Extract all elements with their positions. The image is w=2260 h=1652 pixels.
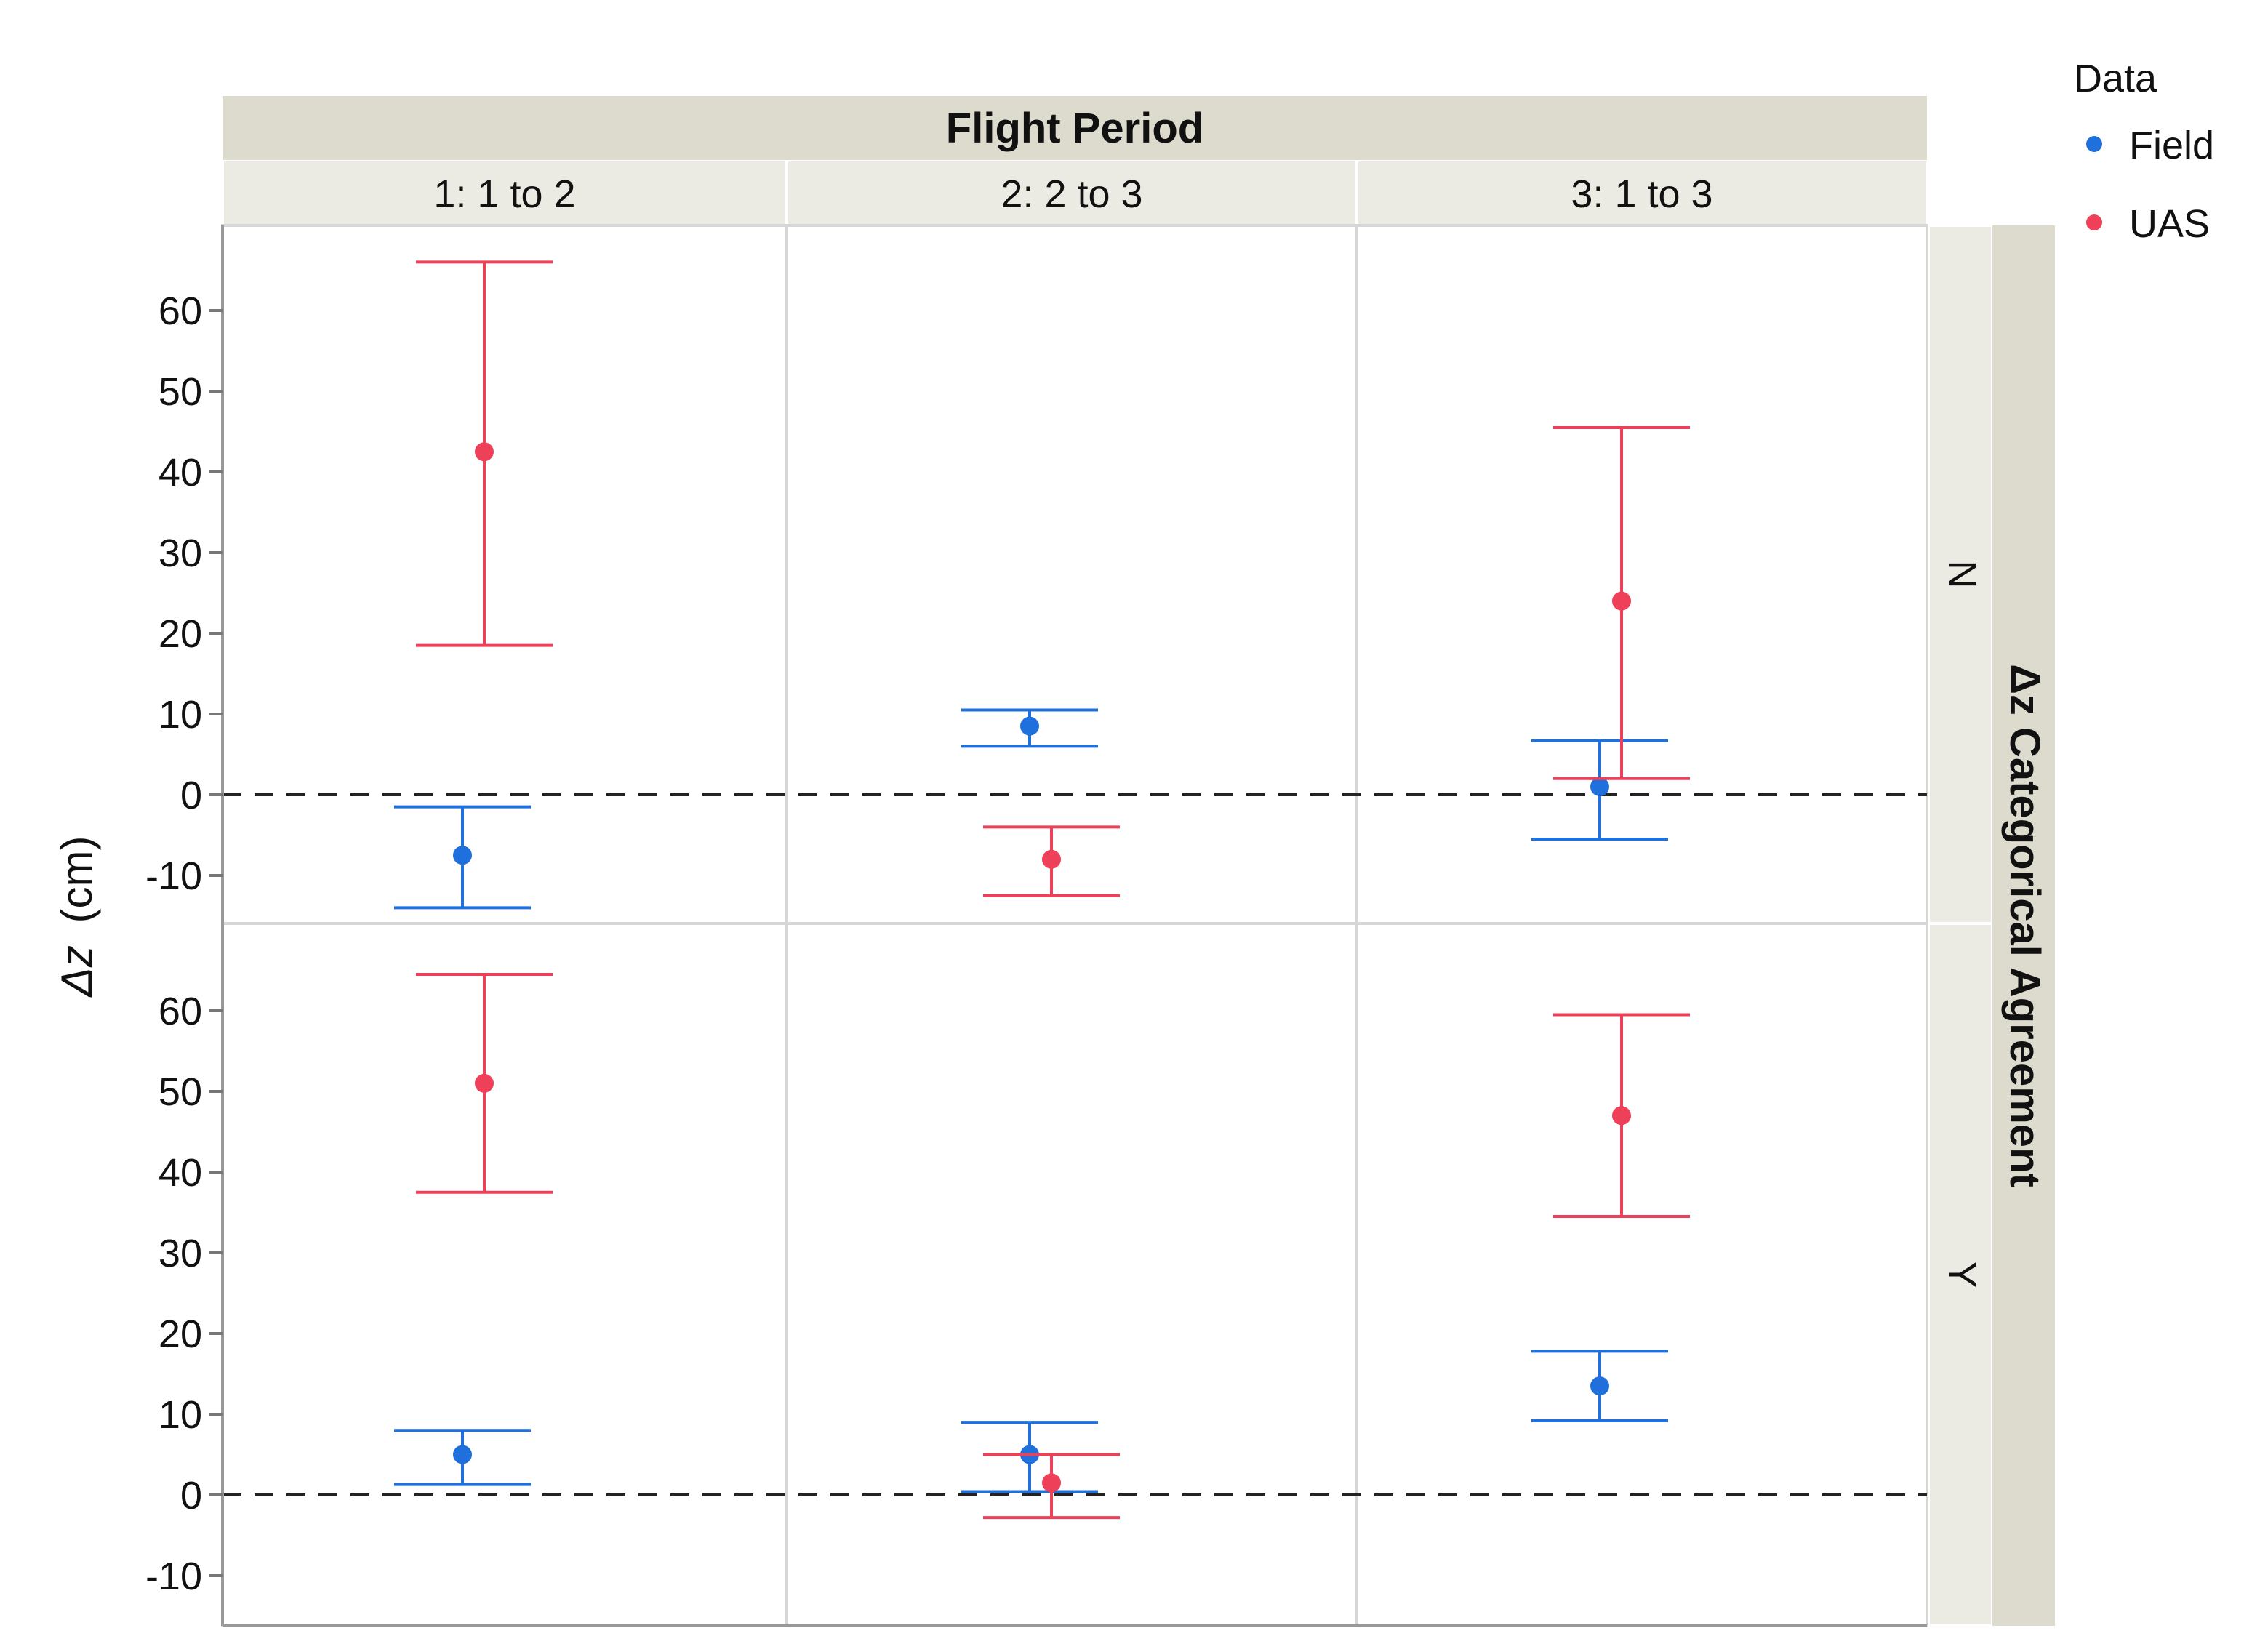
row-facet-strips: NY: [1930, 227, 1991, 1624]
data-point-field: [453, 1445, 472, 1464]
column-strip-label-3: 3: 1 to 3: [1571, 172, 1712, 216]
row-strip-Y: [1930, 925, 1991, 1624]
y-tick-label: 20: [159, 612, 202, 656]
data-point-uas: [1042, 849, 1061, 869]
error-bar-field-1: [394, 805, 531, 910]
panel-r1-c1: [221, 224, 788, 925]
panel-r2-c1: [221, 922, 788, 1627]
legend-label-field: Field: [2129, 124, 2214, 167]
y-tick-label: -10: [145, 854, 202, 898]
data-point-uas: [475, 1073, 494, 1093]
row-strip-label-Y: Y: [1940, 1262, 1984, 1288]
panel-r1-c2: [785, 224, 1358, 925]
y-axis-label: Δz (cm): [52, 836, 101, 998]
y-tick-label: 60: [159, 990, 202, 1033]
data-marks: [394, 260, 1690, 1520]
panel-r1-c3: [1355, 224, 1928, 925]
error-bar-field-2: [961, 708, 1098, 748]
legend-title: Data: [2074, 57, 2157, 100]
legend-swatch-field: [2086, 136, 2102, 152]
error-bar-field-5: [961, 1421, 1098, 1493]
data-point-uas: [475, 442, 494, 462]
row-strip-N: [1930, 227, 1991, 922]
y-tick-label: 10: [159, 1393, 202, 1437]
error-bar-field-6: [1531, 1350, 1668, 1422]
error-bar-uas-6: [1553, 1013, 1690, 1219]
row-facet-title-strip: [1992, 225, 2055, 1626]
facet-panels: [221, 224, 1928, 1627]
y-tick-label: 30: [159, 532, 202, 575]
y-axis: 60 50 40 30 20 10 0 -10 60 50 40 30 20 10 0 -10: [145, 289, 223, 1598]
column-strip-3: [1358, 161, 1926, 224]
column-facet-title: Flight Period: [946, 105, 1203, 152]
y-axis-label-symbol: Δz: [52, 945, 101, 998]
column-strip-2: [788, 161, 1355, 224]
data-point-uas: [1042, 1473, 1061, 1493]
data-point-uas: [1612, 591, 1631, 611]
legend: Data Field UAS: [2074, 57, 2214, 246]
data-point-field: [453, 846, 472, 865]
data-point-field: [1590, 777, 1609, 796]
error-bar-field-3: [1531, 739, 1668, 841]
y-tick-label: 50: [159, 370, 202, 414]
error-bar-uas-1: [416, 260, 553, 647]
y-tick-label: 60: [159, 289, 202, 333]
legend-items: Field UAS: [2086, 124, 2214, 246]
error-bar-field-4: [394, 1429, 531, 1486]
y-tick-label: 10: [159, 693, 202, 737]
error-bar-uas-3: [1553, 425, 1690, 780]
y-tick-label: -10: [145, 1555, 202, 1598]
y-tick-label: 50: [159, 1070, 202, 1114]
error-bar-uas-5: [983, 1453, 1120, 1520]
y-tick-label: 20: [159, 1312, 202, 1356]
column-strip-label-1: 1: 1 to 2: [433, 172, 575, 216]
panel-r2-c2: [785, 922, 1358, 1627]
row-strip-label-N: N: [1940, 561, 1984, 589]
y-axis-label-unit: (cm): [52, 836, 101, 923]
legend-label-uas: UAS: [2129, 202, 2210, 246]
error-bar-uas-4: [416, 973, 553, 1194]
error-bar-uas-2: [983, 825, 1120, 897]
column-strip-label-2: 2: 2 to 3: [1001, 172, 1142, 216]
column-facet-strips: 1: 1 to 2 2: 2 to 3 3: 1 to 3: [224, 161, 1926, 224]
data-point-field: [1590, 1376, 1609, 1396]
y-tick-label: 40: [159, 451, 202, 494]
y-tick-label: 0: [180, 1474, 202, 1517]
row-facet-title: Δz Categorical Agreement: [2001, 664, 2048, 1187]
data-point-field: [1020, 716, 1039, 736]
y-tick-label: 40: [159, 1151, 202, 1195]
column-facet-title-strip: [223, 96, 1927, 160]
y-tick-label: 30: [159, 1232, 202, 1275]
y-tick-label: 0: [180, 774, 202, 817]
data-point-uas: [1612, 1106, 1631, 1126]
legend-swatch-uas: [2086, 214, 2102, 230]
column-strip-1: [224, 161, 785, 224]
panel-r2-c3: [1355, 922, 1928, 1627]
